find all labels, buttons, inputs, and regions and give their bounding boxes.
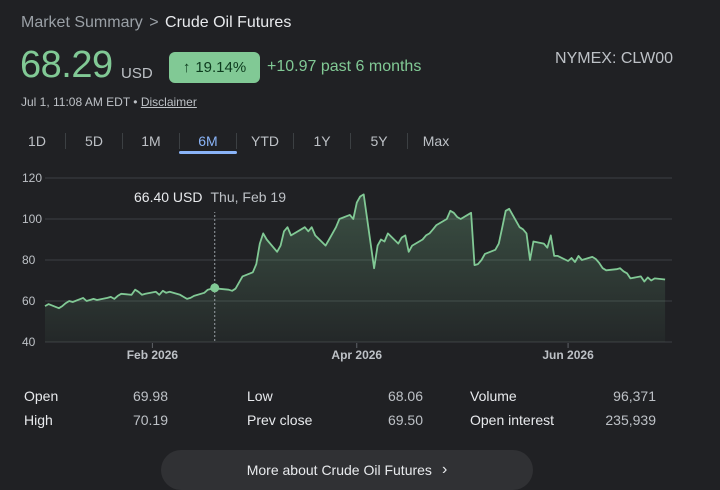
tab-1y[interactable]: 1Y [313,133,331,149]
y-tick-label: 40 [22,335,36,349]
x-tick-label: Jun 2026 [542,348,594,362]
price-area-fill [45,194,666,342]
more-about-label: More about Crude Oil Futures [246,462,432,478]
stat-label-open: Open [24,388,59,404]
stat-value-volume: 96,371 [613,388,656,404]
x-tick-label: Apr 2026 [331,348,382,362]
y-tick-label: 80 [22,253,36,267]
tab-divider [236,133,237,149]
hover-point [210,283,220,293]
tab-5y[interactable]: 5Y [370,133,388,149]
stat-value-open: 69.98 [132,388,168,404]
breadcrumb: Market Summary > Crude Oil Futures [21,14,291,32]
tab-6m[interactable]: 6M [198,133,218,149]
tab-divider [65,133,66,149]
y-tick-label: 60 [22,294,36,308]
timestamp: Jul 1, 11:08 AM EDT [21,95,130,109]
active-tab-indicator [179,151,237,154]
more-about-button[interactable]: More about Crude Oil Futures › [161,450,533,490]
breadcrumb-parent[interactable]: Market Summary [21,14,143,31]
tooltip-value: 66.40 USD [134,189,203,205]
stat-value-open-interest: 235,939 [605,412,656,428]
tab-1d[interactable]: 1D [28,133,46,149]
stat-label-prev-close: Prev close [247,412,313,428]
stat-label-high: High [24,412,53,428]
stat-value-high: 70.19 [132,412,168,428]
arrow-up-icon: ↑ [182,59,191,76]
tab-ytd[interactable]: YTD [251,133,279,149]
chevron-right-icon: › [441,461,448,478]
tab-5d[interactable]: 5D [85,133,103,149]
tab-max[interactable]: Max [422,133,450,149]
y-tick-label: 100 [22,212,42,226]
tab-divider [293,133,294,149]
y-tick-label: 120 [22,171,42,185]
x-tick-label: Feb 2026 [127,348,179,362]
change-percent-badge: ↑ 19.14% [169,52,260,83]
ticker-symbol: NYMEX: CLW00 [555,50,673,67]
stat-label-volume: Volume [470,388,517,404]
change-text: +10.97 past 6 months [267,58,422,75]
tab-divider [350,133,351,149]
current-price: 68.29 [20,44,113,86]
tab-divider [179,133,180,149]
stat-label-open-interest: Open interest [470,412,555,428]
stat-value-low: 68.06 [387,388,423,404]
tooltip-date: Thu, Feb 19 [210,189,286,205]
price-chart[interactable]: 40 60 80 100 120 Feb 2026 Apr 2026 Jun 2026 [0,165,720,370]
tab-divider [407,133,408,149]
breadcrumb-separator: > [149,14,159,31]
bullet-separator: • [133,95,138,109]
quote-meta: Jul 1, 11:08 AM EDT • Disclaimer [21,95,197,109]
tab-divider [122,133,123,149]
price-line [44,193,666,310]
change-percent: 19.14% [195,59,247,76]
breadcrumb-current: Crude Oil Futures [165,14,292,31]
stat-label-low: Low [247,388,273,404]
tab-1m[interactable]: 1M [141,133,161,149]
stat-value-prev-close: 69.50 [387,412,423,428]
chart-tooltip: 66.40 USD Thu, Feb 19 [124,182,296,212]
disclaimer-link[interactable]: Disclaimer [140,95,197,109]
price-currency: USD [121,65,153,82]
